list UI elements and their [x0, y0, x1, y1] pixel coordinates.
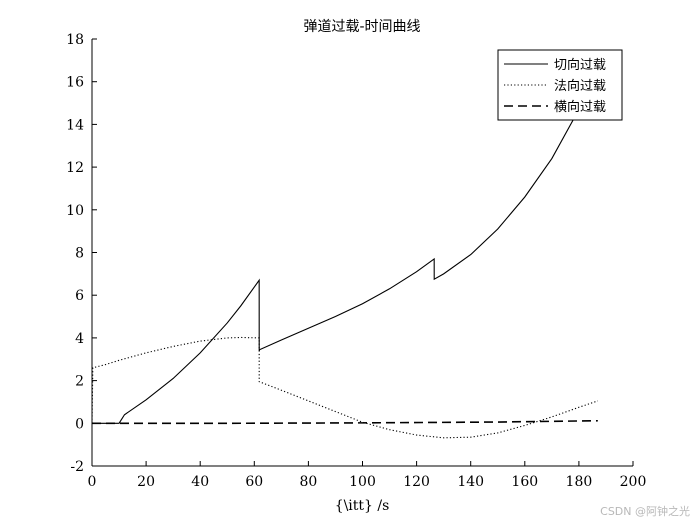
axes-layer: 0 20 40 60 80 100 120 140 160 180 200-202468101214…: [66, 32, 646, 490]
series-line-1: [92, 336, 599, 439]
y-tick-label: 0: [75, 416, 84, 432]
chart-title: 弹道过载-时间曲线: [303, 19, 420, 35]
y-tick-label: 10: [66, 203, 84, 219]
y-tick-label: 2: [75, 374, 84, 390]
y-tick-label: 6: [75, 288, 84, 304]
x-tick-label: 160: [511, 474, 538, 490]
x-tick-label: 100: [349, 474, 376, 490]
y-tick-label: 14: [66, 117, 84, 133]
y-tick-label: 16: [66, 75, 84, 91]
y-tick-label: 18: [66, 32, 84, 48]
legend-label-0: 切向过载: [554, 57, 606, 73]
legend-label-2: 横向过载: [554, 99, 606, 115]
x-tick-label: 140: [457, 474, 484, 490]
series-line-0: [92, 64, 599, 424]
x-tick-label: 40: [191, 474, 209, 490]
y-tick-label: 4: [75, 331, 84, 347]
x-tick-label: 120: [403, 474, 430, 490]
y-tick-label: -2: [70, 459, 84, 475]
series-line-2: [92, 419, 598, 425]
series-layer: [92, 64, 599, 439]
x-tick-label: 200: [620, 474, 647, 490]
y-tick-label: 12: [66, 160, 84, 176]
x-tick-label: 180: [566, 474, 593, 490]
legend-label-1: 法向过载: [554, 78, 606, 94]
x-tick-label: 80: [299, 474, 317, 490]
x-axis-label: {\itt} /s: [335, 498, 390, 514]
watermark: CSDN @阿钟之光: [600, 504, 690, 518]
x-tick-label: 0: [88, 474, 97, 490]
y-tick-label: 8: [75, 246, 84, 262]
x-tick-label: 20: [137, 474, 155, 490]
x-tick-label: 60: [245, 474, 263, 490]
